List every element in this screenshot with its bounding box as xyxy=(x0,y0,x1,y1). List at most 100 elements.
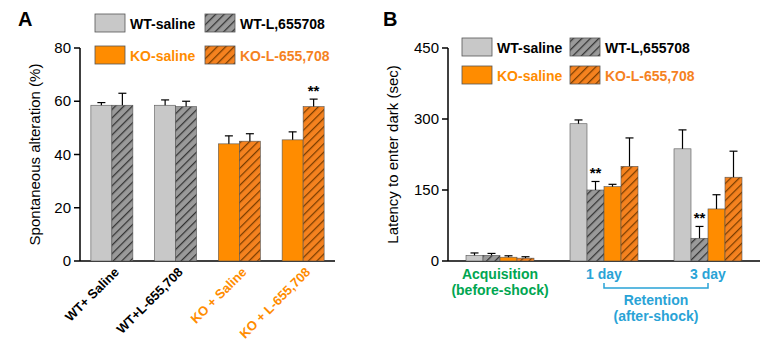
legend-swatch xyxy=(570,66,600,84)
significance: ** xyxy=(590,164,602,181)
bar xyxy=(155,105,176,261)
error-cap xyxy=(225,135,233,136)
y-tick xyxy=(442,189,448,191)
legend-swatch xyxy=(205,46,235,64)
legend-swatch xyxy=(205,14,235,32)
x-tick-label: KO + Saline xyxy=(188,265,250,327)
legend-label: KO-L-655,708 xyxy=(605,68,695,84)
legend-swatch xyxy=(462,66,492,84)
y-tick xyxy=(74,47,80,49)
error-cap xyxy=(505,255,513,256)
legend-label: WT-L,655708 xyxy=(605,40,690,56)
legend-swatch xyxy=(462,38,492,56)
bars xyxy=(466,120,742,261)
bar xyxy=(466,255,483,261)
y-tick-label: 450 xyxy=(414,39,439,56)
y-tick xyxy=(74,260,80,262)
bar xyxy=(621,166,638,261)
error-cap xyxy=(246,133,254,134)
error-bar xyxy=(595,181,596,190)
y-tick xyxy=(442,260,448,262)
y-axis-label: Spontaneous alteration (%) xyxy=(26,64,43,246)
group-label: Retention(after-shock) xyxy=(614,292,699,324)
bar xyxy=(674,149,691,261)
y-tick xyxy=(74,101,80,103)
y-tick-label: 40 xyxy=(54,146,71,163)
bar xyxy=(604,187,621,261)
bar xyxy=(239,141,260,261)
error-cap xyxy=(713,194,721,195)
panel-title: B xyxy=(383,8,397,30)
bar xyxy=(282,140,303,261)
error-cap xyxy=(471,252,479,253)
error-cap xyxy=(289,131,297,132)
error-bar xyxy=(629,138,630,166)
error-bar xyxy=(249,134,250,141)
y-tick-label: 0 xyxy=(431,252,439,269)
y-tick-label: 150 xyxy=(414,181,439,198)
legend-label: KO-L-655,708 xyxy=(240,48,330,64)
error-bar xyxy=(716,195,717,209)
bar xyxy=(517,258,534,261)
y-axis xyxy=(447,48,449,261)
y-tick xyxy=(74,154,80,156)
legend-swatch xyxy=(95,46,125,64)
y-tick-label: 0 xyxy=(63,252,71,269)
y-axis-label: Latency to enter dark (sec) xyxy=(384,65,401,243)
legend-label: KO-saline xyxy=(130,48,196,64)
bar xyxy=(176,107,197,261)
error-cap xyxy=(118,93,126,94)
error-cap xyxy=(161,99,169,100)
error-bar xyxy=(186,101,187,106)
error-bar xyxy=(699,226,700,238)
bar xyxy=(483,255,500,261)
error-bar xyxy=(122,93,123,105)
y-tick xyxy=(442,118,448,120)
y-tick-label: 300 xyxy=(414,110,439,127)
x-tick-label: 1 day xyxy=(586,266,622,282)
bar xyxy=(587,190,604,261)
legend-swatch xyxy=(95,14,125,32)
error-bar xyxy=(228,136,229,144)
y-tick-label: 80 xyxy=(54,39,71,56)
group-bracket xyxy=(604,283,708,288)
error-bar xyxy=(292,132,293,140)
bar xyxy=(691,238,708,261)
error-cap xyxy=(609,184,617,185)
bars xyxy=(91,93,324,261)
bar xyxy=(708,209,725,261)
error-cap xyxy=(575,119,583,120)
error-bar xyxy=(165,100,166,105)
legend-label: WT-saline xyxy=(497,40,563,56)
error-cap xyxy=(626,137,634,138)
y-tick-label: 60 xyxy=(54,92,71,109)
error-cap xyxy=(97,102,105,103)
x-tick-label: 3 day xyxy=(690,266,726,282)
bar xyxy=(91,105,112,261)
panel-title: A xyxy=(18,8,32,30)
error-cap xyxy=(488,253,496,254)
y-tick xyxy=(74,207,80,209)
y-tick-label: 20 xyxy=(54,199,71,216)
error-cap xyxy=(679,129,687,130)
x-tick-label: WT+L-655,708 xyxy=(114,265,186,337)
x-tick-label: KO + L-655,708 xyxy=(236,265,313,340)
x-tick-label: WT+ Saline xyxy=(62,265,122,325)
legend-label: KO-saline xyxy=(497,68,563,84)
bar xyxy=(725,177,742,261)
error-bar xyxy=(682,130,683,149)
y-axis xyxy=(79,48,81,261)
error-cap xyxy=(522,256,530,257)
background xyxy=(0,0,767,340)
error-cap xyxy=(730,151,738,152)
error-bar xyxy=(313,99,314,106)
legend-label: WT-saline xyxy=(130,16,196,32)
bar xyxy=(218,144,239,261)
figure: A Spontaneous alteration (%) 0 20 40 60 80 ** WT… xyxy=(0,0,767,340)
bar xyxy=(303,107,324,261)
legend-label: WT-L,655708 xyxy=(240,16,325,32)
significance: ** xyxy=(694,209,706,226)
bar xyxy=(112,105,133,261)
y-tick xyxy=(442,47,448,49)
error-cap xyxy=(182,101,190,102)
